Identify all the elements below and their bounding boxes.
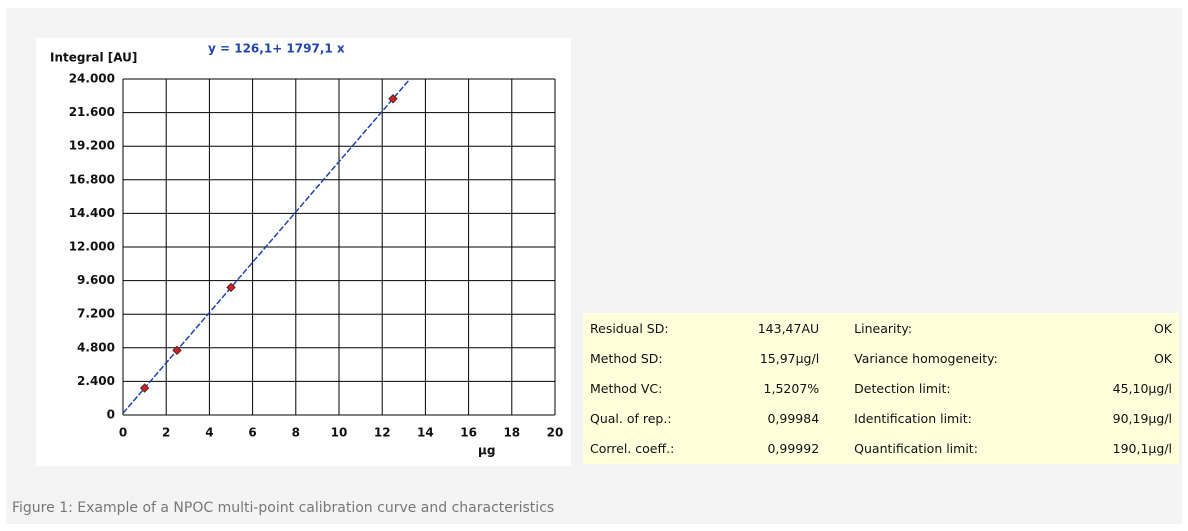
y-tick-label: 19.200 xyxy=(69,139,115,153)
table-cell: Quantification limit: xyxy=(854,441,978,457)
table-cell: Correl. coeff.: xyxy=(590,441,675,457)
caption: Figure 1: Example of a NPOC multi-point … xyxy=(12,500,555,516)
x-tick-label: 8 xyxy=(292,426,300,440)
x-tick-label: 20 xyxy=(547,426,564,440)
x-tick-label: 2 xyxy=(162,426,170,440)
table-cell: 45,10µg/l xyxy=(1112,380,1172,396)
x-tick-label: 0 xyxy=(119,426,127,440)
y-tick-label: 24.000 xyxy=(69,72,115,86)
x-tick-label: 4 xyxy=(205,426,213,440)
y-tick-label: 16.800 xyxy=(69,172,115,186)
table-row: Qual. of rep.: 0,99984 Identification limi… xyxy=(583,404,1179,434)
x-tick-label: 10 xyxy=(331,426,348,440)
fit-line xyxy=(122,78,411,414)
data-point xyxy=(139,383,150,393)
y-tick-label: 12.000 xyxy=(69,240,115,254)
x-tick-label: 12 xyxy=(374,426,391,440)
table-row: Correl. coeff.: 0,99992 Quantification lim… xyxy=(583,434,1179,464)
table-cell: OK xyxy=(1153,350,1172,366)
y-axis-label: Integral [AU] xyxy=(50,51,137,65)
table-cell: 143,47AU xyxy=(757,320,820,336)
x-tick-label: 14 xyxy=(417,426,434,440)
table-cell: 0,99984 xyxy=(767,411,820,427)
table-row: Residual SD: 143,47AU Linearity: OK xyxy=(583,313,1179,343)
equation: y = 126,1+ 1797,1 x xyxy=(208,42,345,56)
y-tick-label: 0 xyxy=(107,408,115,422)
x-tick-label: 16 xyxy=(460,426,477,440)
table-row: Method VC: 1,5207% Detection limit: 45,10µg… xyxy=(583,373,1179,403)
y-tick-label: 4.800 xyxy=(77,340,115,354)
table-row: Method SD: 15,97µg/l Variance homogeneity:… xyxy=(583,343,1179,373)
table-cell: Detection limit: xyxy=(854,380,951,396)
table-cell: OK xyxy=(1153,320,1172,336)
y-tick-label: 7.200 xyxy=(77,307,115,321)
table-cell: 15,97µg/l xyxy=(759,350,820,366)
x-axis-label: µg xyxy=(478,444,495,458)
table-cell: Qual. of rep.: xyxy=(590,411,672,427)
y-tick-label: 9.600 xyxy=(77,273,115,287)
table-cell: Variance homogeneity: xyxy=(854,350,998,366)
table-cell: Residual SD: xyxy=(590,320,669,336)
data-point xyxy=(388,94,398,104)
y-tick-label: 2.400 xyxy=(77,374,115,388)
y-tick-label: 21.600 xyxy=(69,105,115,119)
table-cell: Identification limit: xyxy=(854,411,972,427)
table-cell: Linearity: xyxy=(854,320,913,336)
table-cell: 90,19µg/l xyxy=(1112,411,1172,427)
y-tick-label: 14.400 xyxy=(69,206,115,220)
table-cell: Method SD: xyxy=(590,350,663,366)
x-tick-label: 18 xyxy=(503,426,520,440)
chart-background xyxy=(36,38,571,466)
table-cell: 0,99992 xyxy=(767,441,820,457)
table-cell: Method VC: xyxy=(590,380,663,396)
table-cell: 1,5207% xyxy=(763,380,820,396)
table-cell: 190,1µg/l xyxy=(1112,441,1172,457)
stats-table: Residual SD: 143,47AU Linearity: OK Method S… xyxy=(583,313,1179,464)
data-point xyxy=(226,282,236,293)
data-point xyxy=(172,345,182,356)
x-tick-label: 6 xyxy=(248,426,256,440)
